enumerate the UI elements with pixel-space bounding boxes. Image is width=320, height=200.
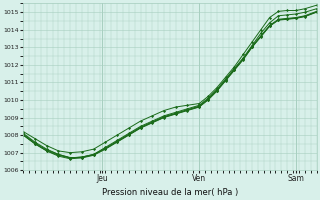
X-axis label: Pression niveau de la mer( hPa ): Pression niveau de la mer( hPa ) bbox=[102, 188, 238, 197]
